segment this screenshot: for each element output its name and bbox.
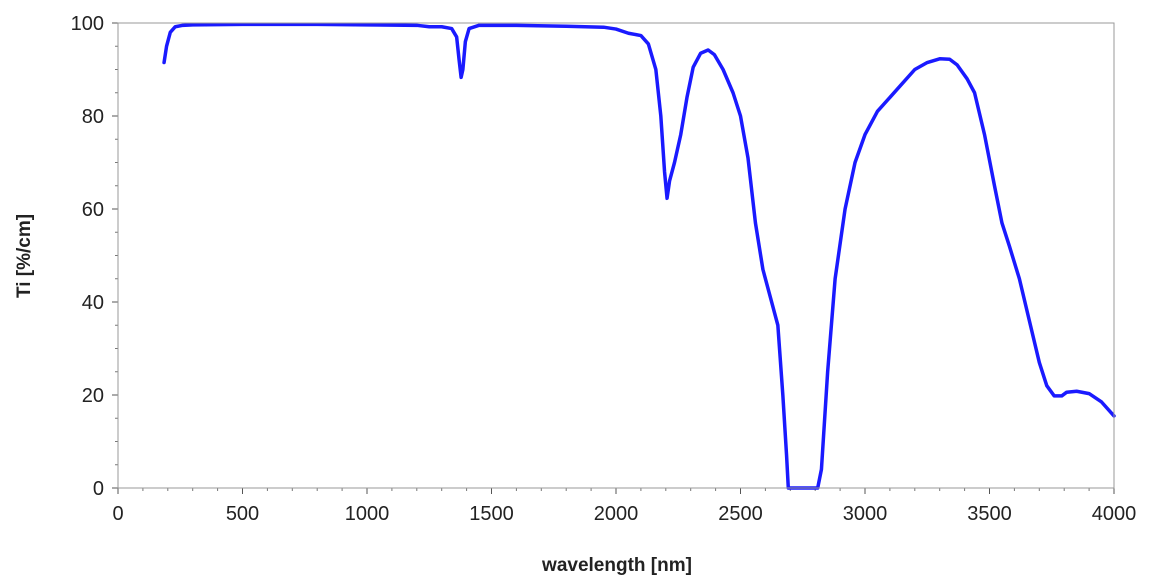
series-layer [162,22,1116,490]
x-tick-label: 1000 [345,503,390,525]
x-tick-label: 0 [112,503,123,525]
x-axis-label: wavelength [nm] [541,555,692,576]
x-tick-label: 3500 [967,503,1012,525]
x-tick-label: 1500 [469,503,514,525]
y-tick-label: 100 [71,13,104,35]
y-tick-label: 60 [82,199,104,221]
x-tick-label: 500 [226,503,259,525]
y-axis-label: Ti [%/cm] [14,214,35,298]
x-minor-ticks [142,488,1090,491]
y-tick-label: 80 [82,106,104,128]
x-tick-label: 2500 [718,503,763,525]
x-tick-label: 3000 [843,503,888,525]
y-tick-label: 0 [93,478,104,500]
x-tick-label: 4000 [1092,503,1137,525]
y-tick-label: 40 [82,292,104,314]
x-tick-label: 2000 [594,503,639,525]
plot-area-frame [117,22,1115,489]
series-line-0 [162,22,1116,490]
y-tick-label: 20 [82,385,104,407]
y-axis-ticks: 0 20 40 60 80 100 [71,13,118,500]
x-axis-ticks: 0 500 1000 1500 2000 2500 3000 3500 4000 [112,488,1136,525]
